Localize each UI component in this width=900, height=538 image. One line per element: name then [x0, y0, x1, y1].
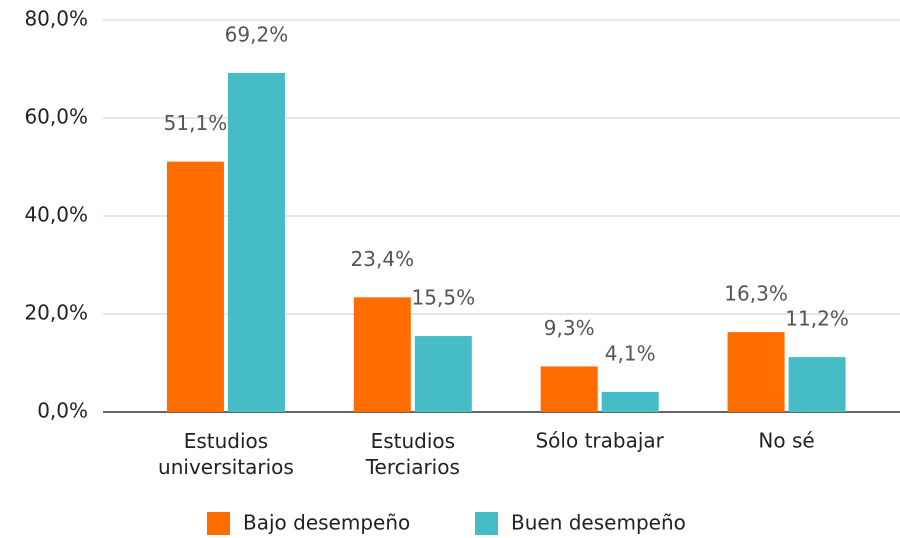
bar: [353, 297, 411, 412]
x-tick-label: No sé: [758, 429, 814, 453]
legend-label: Bajo desempeño: [243, 511, 410, 535]
y-tick-label: 0,0%: [37, 399, 88, 423]
value-label: 23,4%: [351, 247, 415, 271]
x-tick-label: Estudios Terciarios: [365, 429, 460, 479]
value-label: 16,3%: [724, 282, 788, 306]
y-tick-label: 40,0%: [24, 203, 88, 227]
y-tick-label: 20,0%: [24, 301, 88, 325]
value-label: 9,3%: [544, 316, 595, 340]
bar: [601, 391, 659, 412]
value-label: 11,2%: [785, 307, 849, 331]
legend-swatch: [207, 512, 230, 535]
legend-swatch: [475, 512, 498, 535]
value-label: 4,1%: [605, 341, 656, 365]
bar: [166, 161, 224, 412]
x-tick-label: Estudios universitarios: [158, 429, 294, 479]
y-tick-label: 60,0%: [24, 105, 88, 129]
y-tick-label: 80,0%: [24, 7, 88, 31]
bar: [727, 332, 785, 412]
bar: [414, 336, 472, 412]
value-label: 15,5%: [412, 286, 476, 310]
bar: [540, 366, 598, 412]
value-label: 51,1%: [164, 111, 228, 135]
bar: [788, 357, 846, 412]
bar: [227, 72, 285, 413]
x-tick-label: Sólo trabajar: [535, 429, 664, 453]
value-label: 69,2%: [225, 22, 289, 46]
legend-label: Buen desempeño: [511, 511, 686, 535]
